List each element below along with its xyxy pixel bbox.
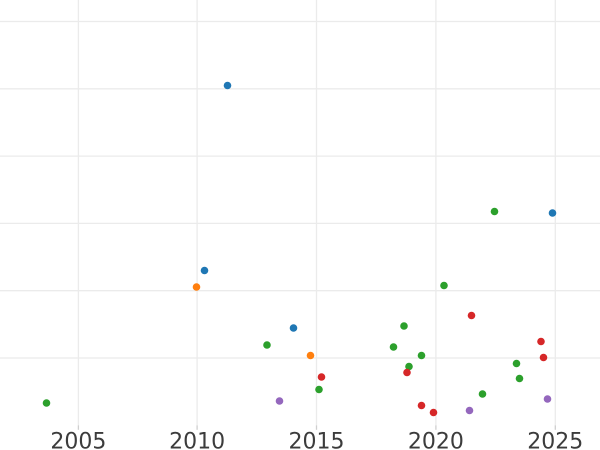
data-point-red bbox=[429, 408, 438, 417]
x-tick-label: 2020 bbox=[408, 430, 464, 450]
data-point-green bbox=[400, 322, 408, 330]
data-point-red bbox=[417, 401, 426, 410]
data-point-red bbox=[539, 353, 548, 362]
data-point-blue bbox=[200, 266, 209, 275]
data-point-green bbox=[515, 374, 524, 383]
data-point-red bbox=[537, 337, 545, 346]
data-point-green bbox=[315, 385, 323, 394]
data-point-purple bbox=[543, 395, 552, 403]
data-point-green bbox=[263, 341, 271, 349]
data-point-green bbox=[440, 281, 448, 290]
x-tick-label: 2015 bbox=[289, 430, 345, 450]
data-point-green bbox=[512, 359, 521, 368]
data-point-red bbox=[403, 368, 411, 377]
data-point-red bbox=[317, 373, 326, 381]
data-point-red bbox=[467, 311, 476, 320]
data-point-green bbox=[42, 399, 51, 407]
data-point-blue bbox=[223, 81, 232, 90]
data-point-orange bbox=[192, 283, 201, 291]
x-tick-label: 2005 bbox=[50, 430, 106, 450]
x-tick-label: 2025 bbox=[527, 430, 583, 450]
data-point-green bbox=[389, 343, 398, 351]
data-point-purple bbox=[465, 406, 474, 415]
data-point-green bbox=[405, 362, 413, 371]
data-point-blue bbox=[289, 324, 298, 332]
data-point-orange bbox=[306, 351, 315, 360]
data-point-green bbox=[417, 351, 426, 360]
data-point-green bbox=[490, 207, 499, 216]
data-point-blue bbox=[548, 209, 557, 217]
x-tick-label: 2010 bbox=[169, 430, 225, 450]
data-point-purple bbox=[275, 397, 284, 405]
data-point-green bbox=[478, 390, 487, 398]
